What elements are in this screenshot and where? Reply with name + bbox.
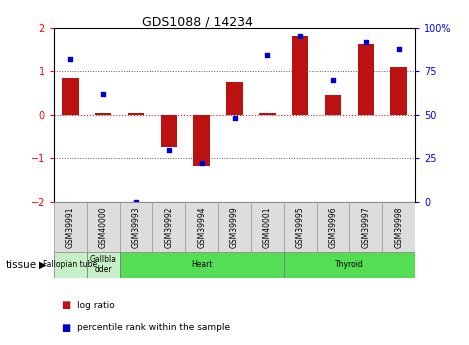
- Text: GSM39994: GSM39994: [197, 206, 206, 248]
- Text: GDS1088 / 14234: GDS1088 / 14234: [142, 16, 252, 29]
- Bar: [95, 114, 111, 115]
- Bar: [54, 202, 87, 252]
- Text: GSM39999: GSM39999: [230, 206, 239, 248]
- Bar: [325, 95, 341, 115]
- Point: [362, 39, 370, 44]
- Bar: [357, 44, 374, 115]
- Bar: [226, 82, 242, 115]
- Point: [132, 199, 140, 205]
- Point: [99, 91, 107, 97]
- Bar: [62, 78, 78, 115]
- Text: GSM39992: GSM39992: [164, 206, 174, 248]
- Bar: [218, 202, 251, 252]
- Bar: [251, 202, 284, 252]
- Bar: [152, 202, 185, 252]
- Bar: [317, 202, 349, 252]
- Bar: [128, 114, 144, 115]
- Text: GSM39993: GSM39993: [131, 206, 141, 248]
- Bar: [160, 115, 177, 147]
- Text: Gallbla
dder: Gallbla dder: [90, 255, 117, 275]
- Bar: [54, 252, 87, 278]
- Bar: [120, 252, 284, 278]
- Text: GSM40000: GSM40000: [98, 206, 108, 248]
- Text: GSM39998: GSM39998: [394, 206, 403, 248]
- Bar: [87, 202, 120, 252]
- Bar: [120, 202, 152, 252]
- Point: [296, 33, 304, 39]
- Text: ▶: ▶: [39, 260, 47, 270]
- Text: percentile rank within the sample: percentile rank within the sample: [77, 323, 230, 332]
- Text: ■: ■: [61, 323, 70, 333]
- Text: Fallopian tube: Fallopian tube: [43, 260, 98, 269]
- Text: Heart: Heart: [191, 260, 212, 269]
- Point: [395, 46, 402, 51]
- Point: [231, 116, 238, 121]
- Text: GSM40001: GSM40001: [263, 206, 272, 248]
- Text: tissue: tissue: [6, 260, 37, 270]
- Bar: [390, 67, 407, 115]
- Text: GSM39997: GSM39997: [361, 206, 371, 248]
- Text: GSM39995: GSM39995: [295, 206, 305, 248]
- Text: log ratio: log ratio: [77, 301, 115, 310]
- Point: [198, 161, 205, 166]
- Bar: [292, 36, 308, 115]
- Point: [264, 53, 271, 58]
- Bar: [284, 202, 317, 252]
- Bar: [193, 115, 210, 166]
- Bar: [382, 202, 415, 252]
- Text: GSM39996: GSM39996: [328, 206, 338, 248]
- Text: Thyroid: Thyroid: [335, 260, 364, 269]
- Bar: [284, 252, 415, 278]
- Text: ■: ■: [61, 300, 70, 310]
- Text: GSM39991: GSM39991: [66, 206, 75, 248]
- Point: [329, 77, 337, 83]
- Bar: [87, 252, 120, 278]
- Bar: [259, 114, 275, 115]
- Bar: [185, 202, 218, 252]
- Bar: [349, 202, 382, 252]
- Point: [67, 56, 74, 62]
- Point: [165, 147, 173, 152]
